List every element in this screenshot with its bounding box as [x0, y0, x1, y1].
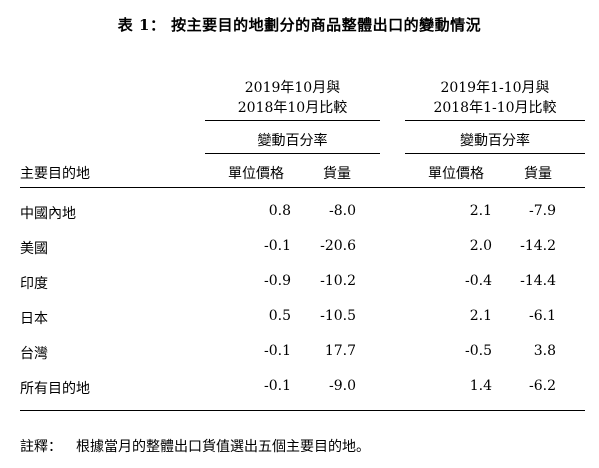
row-destination: 台灣: [20, 346, 48, 362]
row-p2-unit-value: -0.4: [465, 273, 492, 289]
row-p1-unit-value: 0.5: [268, 308, 291, 324]
row-destination: 所有目的地: [20, 381, 90, 397]
row-p1-volume: 17.7: [324, 343, 356, 359]
col-p1-volume: 貨量: [323, 166, 351, 182]
period2-top-rule: [405, 120, 585, 121]
row-p2-unit-value: 2.1: [469, 203, 492, 219]
row-p2-unit-value: 1.4: [469, 378, 492, 394]
note-text: 根據當月的整體出口貨值選出五個主要目的地。: [76, 439, 370, 455]
col-p1-unit-value: 單位價格: [228, 166, 284, 182]
table-row: 中國內地 0.8 -8.0 2.1 -7.9: [0, 203, 599, 225]
row-destination: 日本: [20, 311, 48, 327]
row-p2-volume: -6.2: [529, 378, 556, 394]
col-p2-unit-value: 單位價格: [428, 166, 484, 182]
row-p2-volume: -14.4: [520, 273, 556, 289]
table-bottom-rule: [20, 410, 585, 411]
period2-header: 2019年1-10月與 2018年1-10月比較: [405, 78, 585, 118]
row-destination: 美國: [20, 241, 48, 257]
period2-sublabel: 變動百分率: [460, 133, 530, 149]
row-destination: 印度: [20, 276, 48, 292]
period1-sublabel: 變動百分率: [257, 133, 328, 149]
table-row: 所有目的地 -0.1 -9.0 1.4 -6.2: [0, 378, 599, 400]
period2-header-line1: 2019年1-10月與: [440, 80, 550, 96]
row-p1-unit-value: -0.1: [264, 343, 291, 359]
col-p2-volume: 貨量: [524, 166, 552, 182]
table-row: 日本 0.5 -10.5 2.1 -6.1: [0, 308, 599, 330]
period1-header-line2: 2018年10月比較: [237, 100, 348, 116]
row-destination: 中國內地: [20, 206, 76, 222]
table-row: 印度 -0.9 -10.2 -0.4 -14.4: [0, 273, 599, 295]
header-bottom-rule: [20, 187, 585, 188]
period2-sub-rule: [405, 153, 585, 154]
table-row: 台灣 -0.1 17.7 -0.5 3.8: [0, 343, 599, 365]
row-p1-unit-value: 0.8: [268, 203, 291, 219]
table-note: 註釋： 根據當月的整體出口貨值選出五個主要目的地。: [20, 436, 370, 456]
row-p2-volume: -6.1: [529, 308, 556, 324]
row-p1-volume: -10.2: [320, 273, 356, 289]
row-p2-volume: -14.2: [520, 238, 556, 254]
period2-header-line2: 2018年1-10月比較: [433, 100, 557, 116]
col-destination: 主要目的地: [20, 166, 90, 182]
row-p1-unit-value: -0.1: [264, 378, 291, 394]
table-title: 表 1： 按主要目的地劃分的商品整體出口的變動情況: [117, 16, 482, 34]
period1-header: 2019年10月與 2018年10月比較: [205, 78, 380, 118]
row-p1-volume: -9.0: [329, 378, 356, 394]
table-row: 美國 -0.1 -20.6 2.0 -14.2: [0, 238, 599, 260]
period1-header-line1: 2019年10月與: [244, 80, 341, 96]
period1-sub-rule: [205, 153, 380, 154]
row-p1-volume: -20.6: [320, 238, 356, 254]
row-p2-volume: 3.8: [533, 343, 556, 359]
row-p1-volume: -10.5: [320, 308, 356, 324]
row-p1-unit-value: -0.1: [264, 238, 291, 254]
note-label: 註釋：: [20, 439, 62, 455]
row-p2-unit-value: 2.0: [469, 238, 492, 254]
period1-top-rule: [205, 120, 380, 121]
row-p2-unit-value: -0.5: [465, 343, 492, 359]
row-p2-volume: -7.9: [529, 203, 556, 219]
row-p2-unit-value: 2.1: [469, 308, 492, 324]
row-p1-unit-value: -0.9: [264, 273, 291, 289]
row-p1-volume: -8.0: [329, 203, 356, 219]
